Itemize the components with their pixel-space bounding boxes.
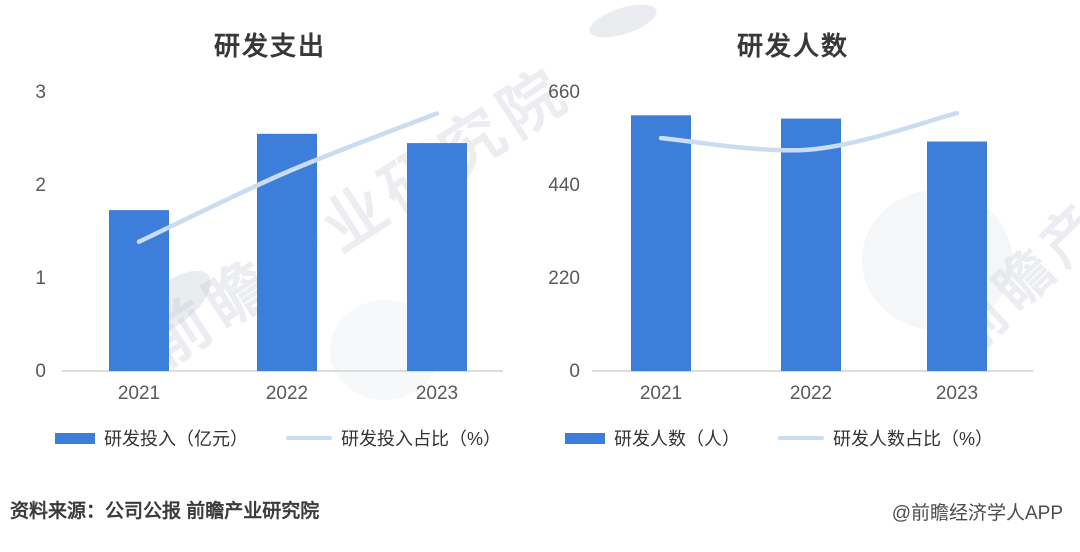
- y-tick-label: 660: [548, 82, 580, 103]
- line-series-label: 研发人数占比（%）: [833, 429, 994, 449]
- y-tick-label: 0: [35, 361, 46, 382]
- bar-2023: [407, 143, 467, 371]
- bar-series-label: 研发人数（人）: [614, 429, 740, 449]
- bar-series-swatch: [565, 432, 605, 444]
- x-tick-label: 2023: [936, 383, 978, 404]
- x-tick-label: 2021: [118, 383, 160, 404]
- line-series-label: 研发投入占比（%）: [341, 429, 502, 449]
- legend-rd-headcount: 研发人数（人） 研发人数占比（%）: [565, 424, 993, 452]
- legend-rd-expenditure: 研发投入（亿元） 研发投入占比（%）: [55, 424, 501, 452]
- y-tick-label: 220: [548, 268, 580, 289]
- x-tick-label: 2022: [266, 383, 308, 404]
- attribution-note: @前瞻经济学人APP: [891, 503, 1063, 524]
- x-tick-label: 2022: [790, 383, 832, 404]
- bar-2022: [781, 118, 841, 371]
- line-series-swatch: [778, 436, 824, 440]
- bar-series-swatch: [55, 432, 95, 444]
- chart-title-rd-expenditure: 研发支出: [213, 31, 326, 61]
- y-tick-label: 3: [35, 82, 46, 103]
- chart-rd-expenditure: 研发支出 0 1 2 3 2021 2022 2023 研发投入（亿元） 研发投入占比（%）: [0, 0, 540, 460]
- bar-2021: [109, 210, 169, 371]
- chart-plot-rd-expenditure: 0 1 2 3 2021 2022 2023: [35, 82, 503, 404]
- source-note: 资料来源：公司公报 前瞻产业研究院: [10, 501, 320, 522]
- chart-rd-headcount: 研发人数 0 220 440 660 2021 2022 2023 研发人数（人） 研发人数…: [540, 0, 1080, 460]
- chart-plot-rd-headcount: 0 220 440 660 2021 2022 2023: [548, 82, 1033, 404]
- bar-2023: [927, 141, 987, 371]
- x-tick-label: 2023: [416, 383, 458, 404]
- y-tick-label: 2: [35, 175, 46, 196]
- bar-2022: [257, 133, 317, 371]
- chart-title-rd-headcount: 研发人数: [736, 31, 849, 61]
- line-series-swatch: [286, 436, 332, 440]
- y-tick-label: 0: [569, 361, 580, 382]
- bar-series-label: 研发投入（亿元）: [104, 429, 248, 449]
- y-tick-label: 1: [35, 268, 46, 289]
- y-tick-label: 440: [548, 175, 580, 196]
- ratio-line: [136, 111, 440, 244]
- x-tick-label: 2021: [640, 383, 682, 404]
- ratio-line: [658, 110, 960, 153]
- bar-2021: [631, 115, 691, 372]
